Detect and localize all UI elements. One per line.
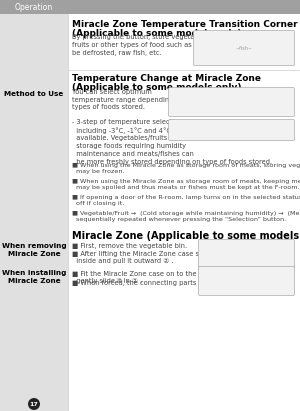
Text: ■ Fit the Miracle Zone case on to the ledge ① and
  gently slide it in ② .: ■ Fit the Miracle Zone case on to the le… <box>72 270 240 284</box>
Text: ~fish~: ~fish~ <box>236 46 253 51</box>
Text: 17: 17 <box>30 402 38 406</box>
Text: Miracle Zone Temperature Transition Corner: Miracle Zone Temperature Transition Corn… <box>72 20 298 29</box>
Text: Miracle Zone (Applicable to some models only): Miracle Zone (Applicable to some models … <box>72 231 300 241</box>
Text: ■ When using the Miracle Zone as storage room of meats, storing vegetables or fr: ■ When using the Miracle Zone as storage… <box>72 163 300 174</box>
Text: ■ When using the Miracle Zone as storage room of meats, keeping meats or fishes
: ■ When using the Miracle Zone as storage… <box>72 179 300 190</box>
Text: When removing: When removing <box>2 243 66 249</box>
Bar <box>0 0 300 14</box>
Text: ■ After lifting the Miracle Zone case slightly ①, reach
  inside and pull it out: ■ After lifting the Miracle Zone case sl… <box>72 250 250 264</box>
FancyBboxPatch shape <box>199 266 295 296</box>
Text: Method to Use: Method to Use <box>4 91 64 97</box>
FancyBboxPatch shape <box>194 30 295 65</box>
Text: By pressing the button, store vegetables,
fruits or other types of food such as : By pressing the button, store vegetables… <box>72 34 220 55</box>
Text: ■ Vegetable/Fruit →  (Cold storage while maintaining humidity) →  (Meat is
  seq: ■ Vegetable/Fruit → (Cold storage while … <box>72 211 300 222</box>
Text: (Applicable to some models only): (Applicable to some models only) <box>72 29 242 38</box>
Text: When installing: When installing <box>2 270 66 276</box>
Text: Operation: Operation <box>15 2 53 12</box>
Circle shape <box>28 398 40 410</box>
Text: You can select optimum
temperature range depending on
types of foods stored.: You can select optimum temperature range… <box>72 89 184 111</box>
Text: Miracle Zone: Miracle Zone <box>8 251 60 257</box>
Text: - 3-step of temperature selection
  including -3°C, -1°C and 4°C is
  available.: - 3-step of temperature selection includ… <box>72 119 272 165</box>
Text: Temperature Change at Miracle Zone: Temperature Change at Miracle Zone <box>72 74 261 83</box>
Text: ■ When forced, the connecting parts can be damaged.: ■ When forced, the connecting parts can … <box>72 280 257 286</box>
Text: ■ If opening a door of the R-room, lamp turns on in the selected status and lamp: ■ If opening a door of the R-room, lamp … <box>72 195 300 206</box>
FancyBboxPatch shape <box>169 88 295 116</box>
Text: Miracle Zone: Miracle Zone <box>8 278 60 284</box>
Text: ■ First, remove the vegetable bin.: ■ First, remove the vegetable bin. <box>72 243 187 249</box>
FancyBboxPatch shape <box>169 120 295 141</box>
FancyBboxPatch shape <box>199 240 295 270</box>
Bar <box>0 14 68 411</box>
Text: (Applicable to some models only): (Applicable to some models only) <box>72 83 242 92</box>
